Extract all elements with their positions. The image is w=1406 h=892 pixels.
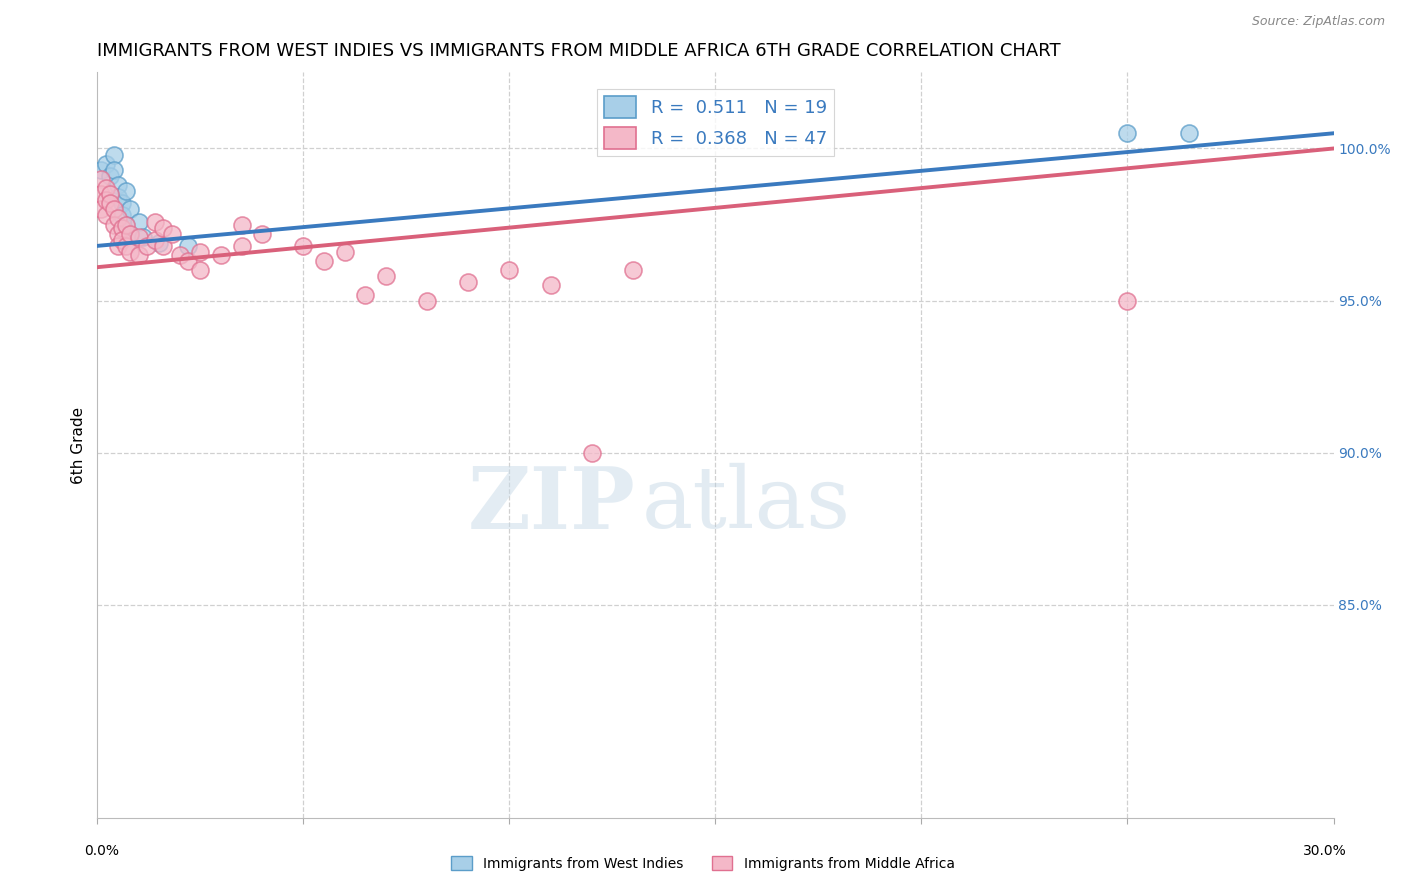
Point (120, 227, 142, 241)
Point (498, 263, 520, 277)
Text: 30.0%: 30.0% (1302, 844, 1347, 857)
Point (128, 229, 150, 244)
Point (120, 227, 142, 241)
Y-axis label: 6th Grade: 6th Grade (72, 407, 86, 483)
Point (333, 244, 356, 259)
Point (135, 239, 157, 253)
Point (98, 187, 121, 202)
Point (103, 162, 125, 177)
Point (120, 202, 142, 217)
Point (250, 227, 273, 241)
Legend: R =  0.511   N = 19, R =  0.368   N = 47: R = 0.511 N = 19, R = 0.368 N = 47 (596, 89, 834, 156)
Point (128, 214, 150, 228)
Point (231, 239, 253, 253)
Point (90, 202, 112, 217)
Point (540, 278, 562, 293)
Text: 0.0%: 0.0% (84, 844, 118, 857)
Point (148, 235, 170, 250)
Point (115, 218, 138, 232)
Point (160, 227, 183, 241)
Point (107, 178, 129, 192)
Point (98, 169, 121, 183)
Point (90, 187, 112, 202)
Point (177, 239, 200, 253)
Point (111, 196, 134, 211)
Point (1116, 293, 1139, 308)
Point (107, 211, 129, 226)
Point (115, 218, 138, 232)
Point (169, 248, 191, 262)
Point (107, 227, 129, 241)
Text: IMMIGRANTS FROM WEST INDIES VS IMMIGRANTS FROM MIDDLE AFRICA 6TH GRADE CORRELATI: IMMIGRANTS FROM WEST INDIES VS IMMIGRANT… (97, 42, 1062, 60)
Point (90, 162, 112, 177)
Point (457, 276, 479, 290)
Legend: Immigrants from West Indies, Immigrants from Middle Africa: Immigrants from West Indies, Immigrants … (446, 850, 960, 876)
Point (94, 209, 117, 223)
Point (1178, 126, 1201, 140)
Point (1116, 126, 1139, 140)
Point (231, 218, 253, 232)
Point (177, 254, 200, 268)
Point (94, 157, 117, 171)
Point (94, 181, 117, 195)
Point (111, 209, 134, 223)
Point (190, 263, 212, 277)
Point (292, 239, 315, 253)
Point (209, 248, 232, 262)
Text: atlas: atlas (641, 463, 851, 547)
Point (103, 218, 125, 232)
Point (621, 263, 644, 277)
Point (374, 269, 396, 284)
Point (128, 248, 150, 262)
Point (190, 244, 212, 259)
Point (152, 239, 174, 253)
Point (416, 293, 439, 308)
Point (152, 220, 174, 235)
Point (143, 214, 166, 228)
Text: Source: ZipAtlas.com: Source: ZipAtlas.com (1251, 15, 1385, 28)
Point (120, 244, 142, 259)
Point (115, 239, 138, 253)
Point (98, 196, 121, 211)
Point (90, 172, 112, 186)
Point (115, 184, 138, 198)
Point (103, 202, 125, 217)
Point (581, 446, 603, 460)
Point (354, 287, 377, 301)
Point (103, 147, 125, 161)
Point (143, 233, 166, 247)
Point (131, 229, 153, 244)
Point (111, 220, 134, 235)
Point (94, 193, 117, 207)
Point (111, 233, 134, 247)
Point (107, 190, 129, 204)
Point (107, 239, 129, 253)
Point (312, 254, 335, 268)
Text: ZIP: ZIP (467, 463, 636, 547)
